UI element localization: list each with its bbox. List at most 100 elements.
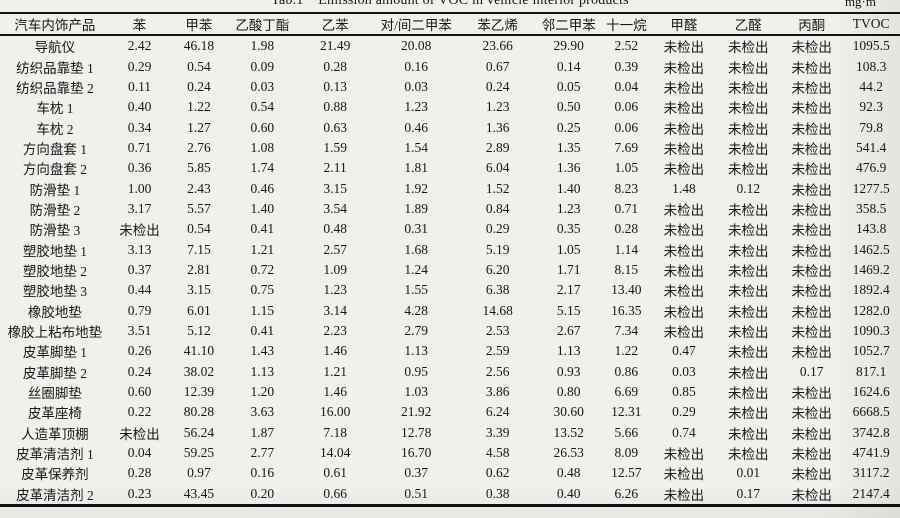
value-cell: 12.39 xyxy=(183,384,215,400)
value-cell: 3.63 xyxy=(250,404,275,420)
value-cell: 12.57 xyxy=(611,465,642,481)
value-cell: 2.89 xyxy=(485,139,510,155)
value-cell: 23.66 xyxy=(482,38,513,54)
table-row: 车枕 2 0.34 1.27 0.60 0.63 0.46 1.36 0.25 0.06 未检出 未… xyxy=(0,117,900,137)
value-cell: 3742.8 xyxy=(852,424,890,440)
value-cell: 16.00 xyxy=(320,404,351,420)
value-cell: 1.92 xyxy=(404,180,429,196)
product-name-cell: 皮革保养剂 xyxy=(21,467,89,483)
value-cell: 0.46 xyxy=(404,119,429,135)
value-cell: 0.29 xyxy=(127,58,152,74)
table-row: 橡胶地垫 0.79 6.01 1.15 3.14 4.28 14.68 5.15 16.35 未检… xyxy=(0,300,900,320)
value-cell: 0.84 xyxy=(485,200,510,216)
value-cell: 1.98 xyxy=(250,38,275,54)
value-cell: 0.38 xyxy=(485,485,510,501)
value-cell: 0.74 xyxy=(672,424,696,440)
table-row: 塑胶地垫 2 0.37 2.81 0.72 1.09 1.24 6.20 1.71 8.15 未检… xyxy=(0,260,900,280)
value-cell: 未检出 xyxy=(791,406,832,422)
value-cell: 0.34 xyxy=(127,119,152,135)
value-cell: 未检出 xyxy=(663,141,705,157)
value-cell: 20.08 xyxy=(401,38,432,54)
value-cell: 13.52 xyxy=(553,424,584,440)
value-cell: 0.11 xyxy=(127,78,152,94)
value-cell: 2.53 xyxy=(485,322,510,338)
value-cell: 1095.5 xyxy=(852,38,890,54)
value-cell: 1.23 xyxy=(485,99,510,115)
value-cell: 0.95 xyxy=(404,363,429,379)
value-cell: 6.20 xyxy=(485,261,510,277)
product-name-cell: 方向盘套 1 xyxy=(22,141,87,157)
table-body: 导航仪 2.42 46.18 1.98 21.49 20.08 23.66 29.90 2.52… xyxy=(0,35,900,505)
column-header-5: 对/间二甲苯 xyxy=(374,13,459,36)
value-cell: 0.46 xyxy=(250,180,275,196)
value-cell: 0.28 xyxy=(127,465,152,481)
value-cell: 16.70 xyxy=(401,445,432,461)
value-cell: 1.09 xyxy=(323,261,348,277)
value-cell: 6.24 xyxy=(485,404,510,420)
product-name-cell: 防滑垫 3 xyxy=(29,223,81,239)
value-cell: 0.17 xyxy=(799,363,824,379)
value-cell: 12.31 xyxy=(611,404,642,420)
value-cell: 6.69 xyxy=(614,384,639,400)
value-cell: 108.3 xyxy=(855,58,887,74)
column-header-6: 苯乙烯 xyxy=(458,13,538,36)
product-name-cell: 丝圈脚垫 xyxy=(27,386,82,402)
value-cell: 2.11 xyxy=(323,160,347,176)
table-caption: Tab.1 Emission amount of VOC in vehicle … xyxy=(271,0,629,8)
value-cell: 未检出 xyxy=(728,284,769,300)
table-row: 纺织品靠垫 1 0.29 0.54 0.09 0.28 0.16 0.67 0.14 0.39 未… xyxy=(0,56,900,76)
value-cell: 未检出 xyxy=(728,386,769,402)
caption-strip: Tab.1 Emission amount of VOC in vehicle … xyxy=(0,0,900,12)
value-cell: 1.22 xyxy=(187,99,211,115)
product-name-cell: 人造革顶棚 xyxy=(21,426,89,442)
table-row: 塑胶地垫 3 0.44 3.15 0.75 1.23 1.55 6.38 2.17 13.40 未… xyxy=(0,280,900,300)
value-cell: 0.35 xyxy=(556,221,581,237)
table-row: 橡胶上粘布地垫 3.51 5.12 0.41 2.23 2.79 2.53 2.67 7.34 未… xyxy=(0,321,900,341)
column-header-11: 丙酮 xyxy=(781,13,843,36)
value-cell: 0.29 xyxy=(672,404,696,420)
value-cell: 2.23 xyxy=(323,322,348,338)
value-cell: 3.15 xyxy=(323,180,348,196)
value-cell: 0.41 xyxy=(250,221,275,237)
value-cell: 未检出 xyxy=(663,60,705,76)
value-cell: 未检出 xyxy=(791,182,832,198)
value-cell: 未检出 xyxy=(791,223,832,239)
value-cell: 未检出 xyxy=(728,447,769,463)
value-cell: 未检出 xyxy=(728,324,769,340)
value-cell: 0.03 xyxy=(404,78,429,94)
value-cell: 未检出 xyxy=(728,243,769,259)
value-cell: 未检出 xyxy=(728,406,769,422)
value-cell: 未检出 xyxy=(791,40,832,56)
value-cell: 未检出 xyxy=(728,162,769,178)
value-cell: 1.20 xyxy=(250,384,275,400)
value-cell: 0.44 xyxy=(127,282,152,298)
value-cell: 1.59 xyxy=(323,139,348,155)
value-cell: 4.58 xyxy=(485,445,510,461)
value-cell: 0.75 xyxy=(250,282,275,298)
value-cell: 未检出 xyxy=(791,345,832,361)
value-cell: 0.16 xyxy=(250,465,275,481)
value-cell: 1.23 xyxy=(404,99,429,115)
value-cell: 41.10 xyxy=(183,343,215,359)
column-header-9: 甲醛 xyxy=(652,13,716,36)
product-name-cell: 皮革脚垫 2 xyxy=(22,365,87,381)
value-cell: 6.01 xyxy=(187,302,211,318)
table-row: 皮革脚垫 1 0.26 41.10 1.43 1.46 1.13 2.59 1.13 1.22 0… xyxy=(0,341,900,361)
value-cell: 3.13 xyxy=(127,241,152,257)
value-cell: 1.89 xyxy=(404,200,429,216)
value-cell: 1.54 xyxy=(404,139,429,155)
value-cell: 79.8 xyxy=(859,119,883,135)
value-cell: 0.14 xyxy=(556,58,581,74)
value-cell: 1090.3 xyxy=(852,322,890,338)
column-header-8: 十一烷 xyxy=(600,13,653,36)
value-cell: 未检出 xyxy=(663,324,705,340)
value-cell: 未检出 xyxy=(728,304,769,320)
value-cell: 1469.2 xyxy=(852,261,890,277)
value-cell: 2.76 xyxy=(187,139,211,155)
value-cell: 1.43 xyxy=(250,343,275,359)
value-cell: 3.17 xyxy=(127,200,152,216)
value-cell: 2.81 xyxy=(187,261,211,277)
value-cell: 3.51 xyxy=(127,322,152,338)
value-cell: 0.03 xyxy=(250,78,275,94)
value-cell: 2147.4 xyxy=(852,485,890,501)
